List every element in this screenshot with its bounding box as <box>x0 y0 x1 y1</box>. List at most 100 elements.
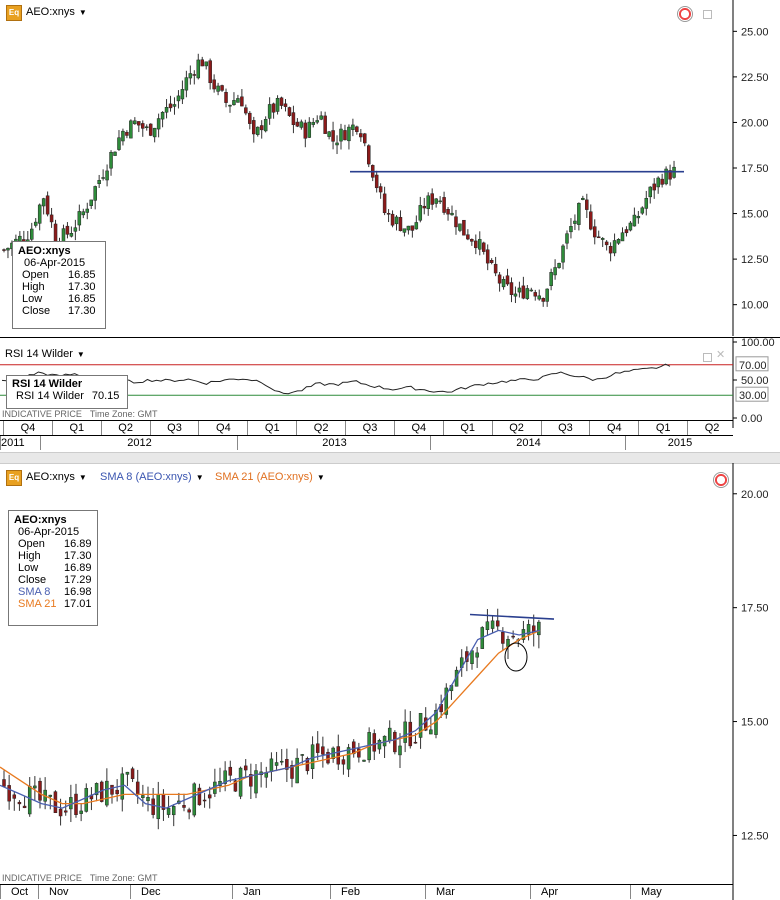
rsi-panel: RSI 14 Wilder ▼ ✕ 100.00 50.00 0.00 70.00 30.… <box>0 337 780 428</box>
sma8-line <box>0 629 541 809</box>
candle-body <box>660 178 664 185</box>
y-tick-label: 17.50 <box>741 603 769 615</box>
candle-body <box>612 240 617 254</box>
year-label: 2013 <box>237 436 431 450</box>
candle-body <box>168 103 173 109</box>
candle-body <box>188 73 193 79</box>
candle-body <box>144 126 149 129</box>
symbol-selector[interactable]: AEO:xnys ▼ <box>26 471 87 483</box>
candle-body <box>271 103 276 113</box>
indicative-text: INDICATIVE PRICE <box>2 873 82 883</box>
candle-body <box>495 620 500 627</box>
candle-body <box>267 104 272 119</box>
restore-icon[interactable] <box>703 353 712 362</box>
clock-icon[interactable] <box>677 6 693 22</box>
candle-body <box>176 95 181 102</box>
month-label: Oct <box>0 885 38 899</box>
quarter-label: Q4 <box>198 421 247 435</box>
candle-body <box>81 211 86 216</box>
candle-body <box>224 91 228 103</box>
candle-body <box>367 145 371 165</box>
candle-body <box>616 239 621 244</box>
candle-body <box>94 783 99 796</box>
candle-body <box>509 282 514 295</box>
rsi-upper-label: 70.00 <box>739 360 767 372</box>
candle-body <box>180 89 185 100</box>
candle-body <box>248 112 252 124</box>
candle-body <box>403 721 407 743</box>
quarter-label: Q1 <box>638 421 687 435</box>
candle-body <box>450 212 454 216</box>
info-row: Close 17.30 <box>22 305 100 317</box>
info-row: High 17.30 <box>22 281 100 293</box>
candle-body <box>362 759 366 762</box>
info-value: 16.89 <box>64 562 92 574</box>
rsi-header[interactable]: RSI 14 Wilder ▼ <box>5 348 85 360</box>
candle-body <box>233 780 238 792</box>
sma8-selector[interactable]: SMA 8 (AEO:xnys) ▼ <box>100 471 204 483</box>
candle-body <box>429 729 433 735</box>
equity-icon: Eq <box>6 5 22 21</box>
year-label: 2011 <box>0 436 41 450</box>
rsi-info-value: 70.15 <box>91 390 120 402</box>
candle-body <box>164 107 169 113</box>
symbol-selector[interactable]: AEO:xnys ▼ <box>26 6 87 18</box>
candle-body <box>442 197 446 213</box>
y-tick-label: 22.50 <box>741 72 769 84</box>
candle-body <box>135 781 140 795</box>
candle-body <box>581 197 585 200</box>
sma21-selector[interactable]: SMA 21 (AEO:xnys) ▼ <box>215 471 325 483</box>
info-row: High 17.30 <box>18 550 92 562</box>
y-tick-label: 0.00 <box>741 413 762 425</box>
info-title: AEO:xnys <box>18 245 71 257</box>
info-row: SMA 21 17.01 <box>18 598 92 610</box>
candle-body <box>668 170 672 180</box>
panel-separator[interactable] <box>0 452 780 464</box>
candle-body <box>359 133 363 138</box>
chevron-down-icon: ▼ <box>78 8 87 17</box>
candle-body <box>182 805 186 808</box>
candle-body <box>589 211 593 230</box>
candle-body <box>377 740 382 750</box>
candle-body <box>192 74 197 76</box>
candle-body <box>269 758 274 772</box>
close-icon[interactable]: ✕ <box>716 349 726 361</box>
candle-body <box>485 621 490 630</box>
candle-body <box>310 744 315 769</box>
candle-body <box>33 221 38 226</box>
candle-body <box>264 772 269 778</box>
candle-body <box>521 285 526 299</box>
candle-body <box>130 768 135 779</box>
candle-body <box>299 121 304 128</box>
info-row: Low 16.85 <box>22 293 100 305</box>
candle-body <box>355 126 359 132</box>
candle-body <box>2 249 6 251</box>
info-row: Open 16.89 <box>18 538 92 550</box>
info-key: Close <box>22 305 51 317</box>
maximize-icon[interactable] <box>703 10 712 19</box>
candle-body <box>418 205 423 221</box>
clock-icon[interactable] <box>713 472 729 488</box>
candle-body <box>592 226 597 238</box>
candle-body <box>249 774 253 787</box>
quarter-label: Q1 <box>51 421 101 435</box>
candle-body <box>279 760 284 763</box>
candle-body <box>323 115 327 134</box>
candle-body <box>513 293 518 297</box>
price-info-box: AEO:xnys 06-Apr-2015 Open 16.85 High 17.30 L… <box>12 241 106 329</box>
candle-body <box>285 759 289 770</box>
candle-body <box>481 242 486 252</box>
rsi-upper-label-box <box>735 356 769 372</box>
candle-body <box>197 787 202 806</box>
candle-body <box>125 771 130 775</box>
candle-body <box>319 115 323 120</box>
candle-body <box>608 245 613 254</box>
candle-body <box>585 199 589 210</box>
candle-body <box>69 233 74 237</box>
candle-body <box>382 193 387 214</box>
chevron-down-icon: ▼ <box>76 350 85 359</box>
candle-body <box>192 783 197 816</box>
candle-body <box>236 98 240 103</box>
candle-body <box>85 208 90 213</box>
month-label: Dec <box>130 885 232 899</box>
